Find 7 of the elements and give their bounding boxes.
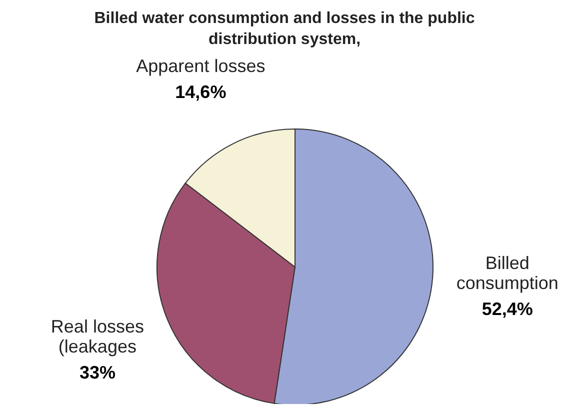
slice-label: Apparent losses [136, 56, 266, 76]
data-label: 14,6% [175, 82, 226, 102]
slice-label: Real losses (leakages [50, 316, 144, 357]
chart-title: Billed water consumption and losses in the public distribution system, [93, 9, 476, 50]
slice-label: Billed consumption [456, 253, 558, 294]
data-label: 33% [79, 362, 116, 383]
data-label: 52,4% [482, 299, 533, 320]
